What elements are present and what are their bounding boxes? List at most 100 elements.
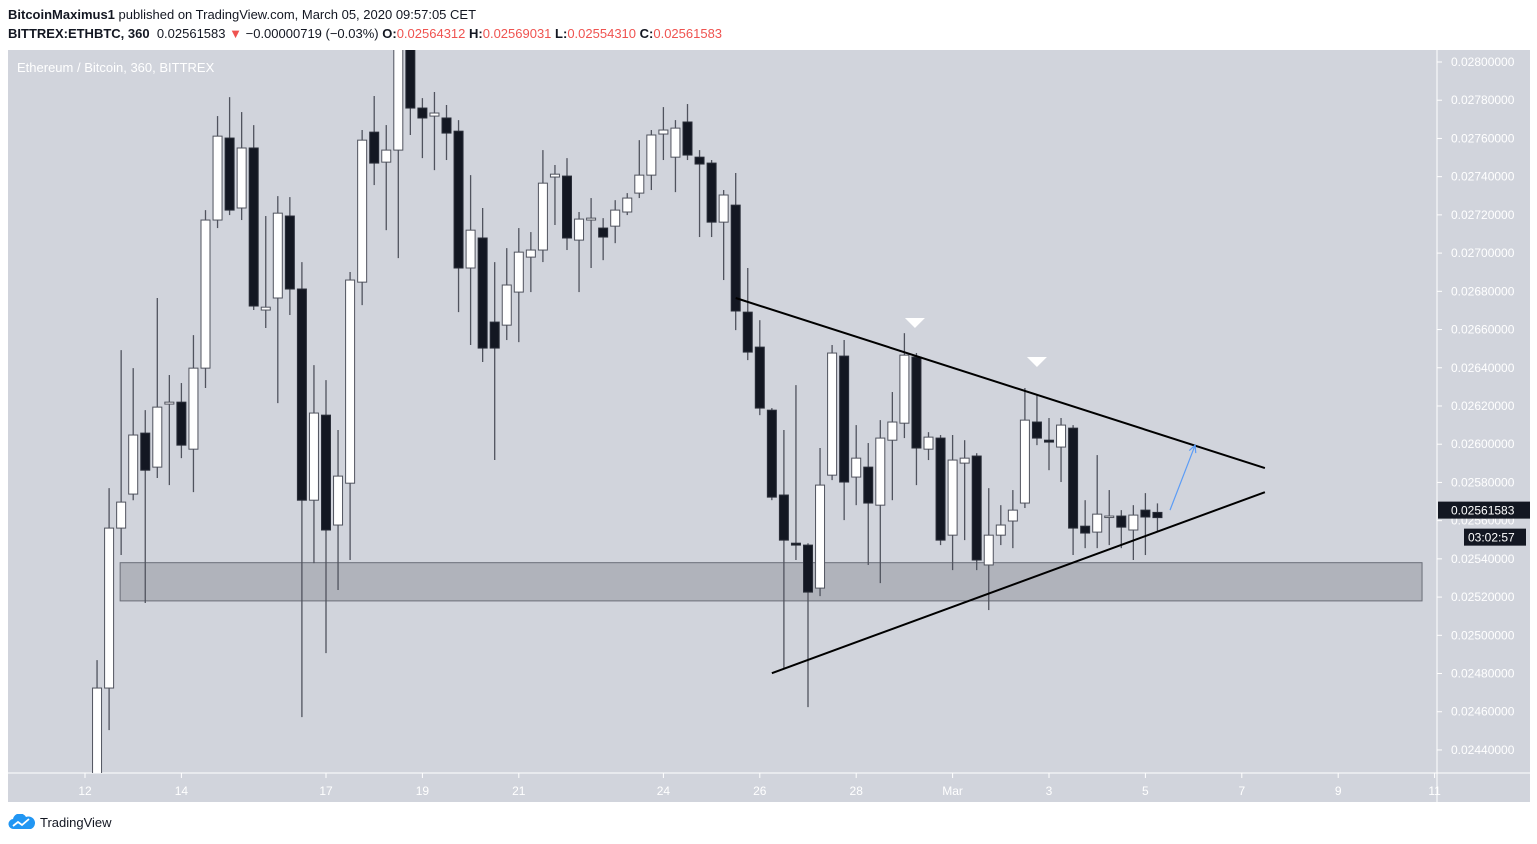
- y-tick-label: 0.02620000: [1451, 399, 1515, 413]
- tradingview-cloud-icon: [8, 814, 35, 830]
- symbol-name: BITTREX:ETHBTC, 360: [8, 26, 150, 41]
- candle-body-up: [1128, 514, 1139, 531]
- candle: [574, 212, 585, 293]
- candle: [92, 660, 103, 773]
- candle: [730, 173, 741, 331]
- candle: [260, 216, 271, 329]
- lower-trendline[interactable]: [771, 491, 1266, 675]
- candle: [875, 420, 886, 584]
- x-tick-label: Mar: [942, 784, 963, 798]
- candle-body-down: [598, 227, 609, 238]
- candle: [827, 345, 838, 481]
- candle-body-up: [899, 354, 910, 424]
- candle-body-up: [236, 147, 247, 209]
- candle: [803, 543, 813, 708]
- candle: [224, 97, 235, 216]
- candle-body-up: [887, 421, 898, 441]
- candle: [369, 96, 380, 186]
- candle-body-up: [212, 135, 223, 221]
- candle: [622, 193, 633, 216]
- candle-body-up: [357, 139, 368, 283]
- candle: [284, 197, 295, 316]
- candle-body-down: [754, 346, 765, 409]
- candle-body-down: [489, 321, 500, 349]
- candle: [212, 116, 223, 229]
- candle: [164, 375, 175, 486]
- y-tick-label: 0.02740000: [1451, 170, 1515, 184]
- candle: [1056, 418, 1067, 483]
- candle: [1044, 418, 1054, 471]
- last-price: 0.02561583: [156, 26, 226, 41]
- candle: [610, 200, 621, 244]
- candle-body-up: [1056, 424, 1067, 448]
- candle-body-down: [477, 237, 488, 349]
- upper-trendline[interactable]: [735, 297, 1266, 470]
- candle: [393, 50, 404, 259]
- candle: [549, 165, 560, 226]
- candle-body-down: [971, 455, 982, 561]
- candle-body-down: [284, 215, 295, 290]
- candle-body-up: [116, 501, 127, 529]
- candle-body-up: [995, 524, 1006, 536]
- candle-body-down: [296, 288, 307, 501]
- candle-body-down: [803, 544, 813, 593]
- candle: [248, 125, 259, 311]
- candle-body-up: [947, 459, 958, 536]
- y-tick-label: 0.02480000: [1451, 667, 1515, 681]
- candle: [634, 140, 645, 199]
- publish-info: BitcoinMaximus1 published on TradingView…: [8, 7, 476, 22]
- candle: [947, 435, 958, 571]
- current-price-badge: [1438, 501, 1530, 519]
- candle: [176, 383, 187, 459]
- candle-body-down: [140, 432, 151, 471]
- candle: [381, 125, 392, 231]
- candle-body-up: [188, 367, 199, 450]
- plot-area: [92, 50, 1423, 773]
- candle: [670, 120, 681, 193]
- author-name[interactable]: BitcoinMaximus1: [8, 7, 115, 22]
- candle-body-up: [718, 194, 729, 223]
- published-text: published on TradingView.com, March 05, …: [118, 7, 477, 22]
- close-value: 0.02561583: [653, 26, 723, 41]
- candle: [477, 208, 488, 363]
- candle-body-down: [790, 542, 801, 546]
- candle: [188, 335, 199, 493]
- candle: [586, 198, 597, 269]
- candle: [296, 262, 307, 718]
- price-axis[interactable]: [1437, 50, 1530, 773]
- candle-body-up: [381, 149, 392, 163]
- candle: [923, 432, 934, 461]
- tradingview-logo[interactable]: TradingView: [8, 814, 112, 830]
- candle: [935, 435, 946, 546]
- candle-body-up: [429, 112, 440, 117]
- candle: [851, 425, 862, 506]
- candle: [441, 104, 452, 161]
- candle-body-up: [501, 284, 512, 326]
- candle: [718, 190, 729, 281]
- symbol-legend: BITTREX:ETHBTC, 360 0.02561583 ▼ −0.0000…: [8, 26, 722, 41]
- y-tick-label: 0.02780000: [1451, 93, 1515, 107]
- candle: [104, 488, 115, 731]
- down-triangle-marker-icon[interactable]: [1026, 357, 1047, 368]
- candle-body-up: [152, 406, 163, 468]
- candle: [525, 232, 536, 293]
- candle: [333, 430, 344, 591]
- candle: [646, 130, 657, 191]
- candle-body-up: [670, 127, 681, 158]
- candle-body-down: [1140, 509, 1151, 518]
- candle-body-down: [248, 147, 259, 307]
- x-tick-label: 28: [850, 784, 864, 798]
- candle-body-up: [92, 687, 103, 773]
- candle-body-down: [1152, 511, 1163, 519]
- support-zone[interactable]: [119, 562, 1423, 602]
- candle-body-up: [959, 457, 970, 464]
- candle: [742, 268, 753, 361]
- candle-body-up: [128, 434, 139, 495]
- down-triangle-marker-icon[interactable]: [904, 318, 925, 329]
- x-tick-label: 14: [175, 784, 189, 798]
- low-value: 0.02554310: [567, 26, 637, 41]
- projection-arrow[interactable]: [1169, 444, 1196, 511]
- time-axis[interactable]: [8, 773, 1530, 802]
- high-value: 0.02569031: [482, 26, 552, 41]
